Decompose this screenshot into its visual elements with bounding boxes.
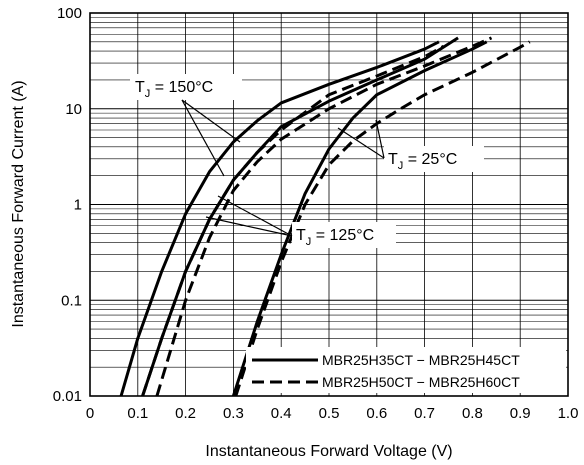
y-tick-label-1: 0.1: [61, 292, 82, 309]
annotation-150-text: = 150°C: [150, 79, 213, 96]
y-tick-label-2: 1: [74, 197, 82, 214]
annotation-25-prefix: T: [388, 151, 398, 168]
annotation-tj-25: TJ = 25°C: [337, 119, 484, 172]
series-solid-150c: [119, 40, 440, 396]
annotation-25-sub: J: [398, 160, 404, 172]
svg-text:TJ = 150°C: TJ = 150°C: [135, 79, 213, 100]
series-dashed-25c: [234, 40, 531, 396]
annotation-125-sub: J: [306, 236, 312, 248]
series-solid-25c: [231, 40, 488, 396]
annotation-leader-125-b: [205, 216, 293, 237]
annotation-tj-125: TJ = 125°C: [205, 195, 396, 248]
annotation-leader-150-b: [181, 99, 225, 177]
x-tick-label-2: 0.2: [175, 405, 196, 422]
y-axis-label: Instantaneous Forward Current (A): [10, 80, 27, 327]
legend-label-solid: MBR25H35CT − MBR25H45CT: [322, 352, 520, 368]
svg-text:TJ = 25°C: TJ = 25°C: [388, 151, 457, 172]
annotation-125-text: = 125°C: [311, 227, 374, 244]
x-tick-label-0: 0: [86, 405, 94, 422]
x-tick-label-5: 0.5: [319, 405, 340, 422]
plot-frame: [89, 12, 569, 397]
series-dashed-125c: [155, 36, 493, 396]
legend-label-dashed: MBR25H50CT − MBR25H60CT: [322, 374, 520, 390]
svg-text:TJ = 125°C: TJ = 125°C: [296, 227, 374, 248]
x-axis-label: Instantaneous Forward Voltage (V): [205, 443, 452, 460]
series-layer: [119, 36, 531, 396]
x-tick-label-3: 0.3: [223, 405, 244, 422]
x-tick-labels: 0 0.1 0.2 0.3 0.4 0.5 0.6 0.7 0.8 0.9 1.0: [86, 405, 579, 422]
annotation-125-prefix: T: [296, 227, 306, 244]
y-tick-label-3: 10: [65, 101, 82, 118]
annotation-tj-150: TJ = 150°C: [130, 74, 242, 177]
legend-box: [246, 347, 566, 393]
annotation-25-text: = 25°C: [403, 151, 457, 168]
series-dashed-150c: [141, 44, 445, 396]
y-tick-label-4: 100: [57, 5, 82, 22]
x-tick-label-10: 1.0: [558, 405, 579, 422]
x-tick-label-8: 0.8: [462, 405, 483, 422]
annotation-150-prefix: T: [135, 79, 145, 96]
annotation-leader-125-a: [217, 195, 293, 237]
annotation-leader-150-a: [181, 99, 241, 143]
x-tick-label-4: 0.4: [271, 405, 292, 422]
y-tick-label-0: 0.01: [53, 388, 82, 405]
annotation-150-sub: J: [145, 88, 151, 100]
x-tick-label-7: 0.7: [414, 405, 435, 422]
x-tick-label-1: 0.1: [127, 405, 148, 422]
y-tick-labels: 0.01 0.1 1 10 100: [53, 5, 82, 405]
annotation-leader-25-a: [337, 127, 385, 159]
x-tick-label-6: 0.6: [366, 405, 387, 422]
annotation-leader-25-b: [375, 119, 385, 159]
legend: MBR25H35CT − MBR25H45CT MBR25H50CT − MBR…: [246, 347, 566, 393]
x-tick-label-9: 0.9: [510, 405, 531, 422]
